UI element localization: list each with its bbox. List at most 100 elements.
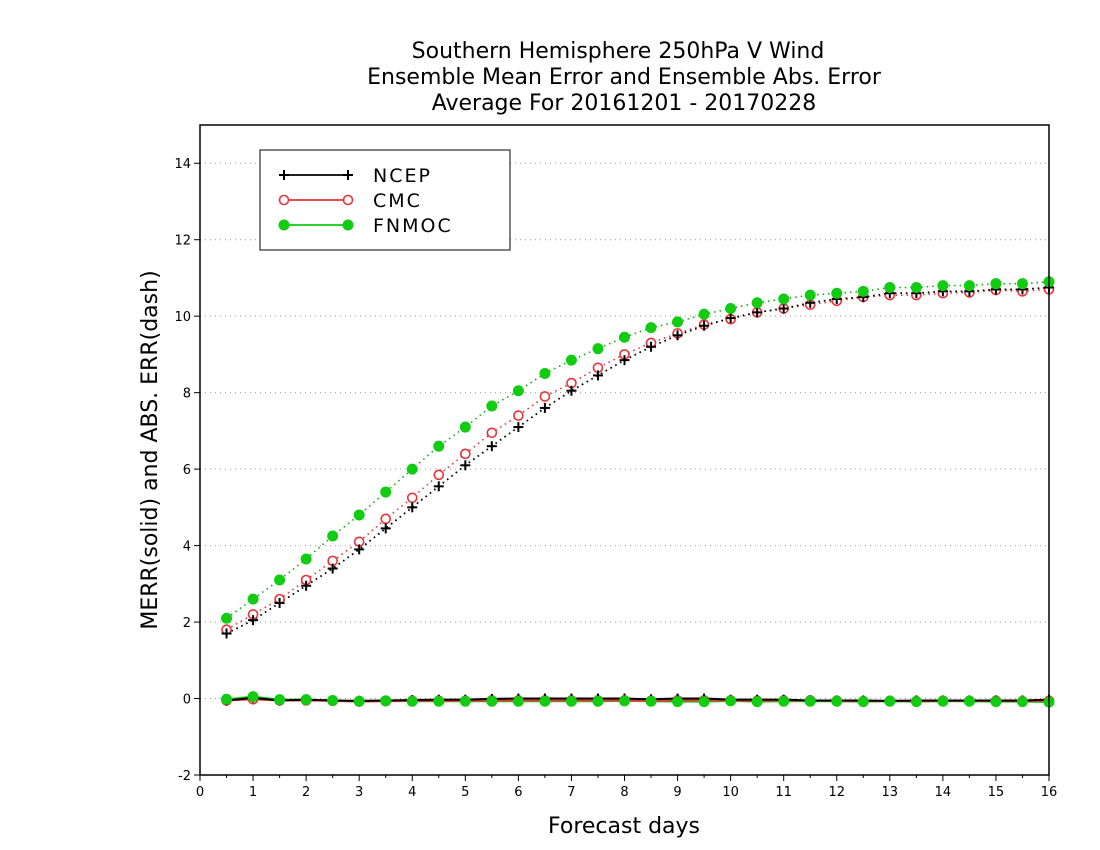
point-abs-cmc bbox=[433, 469, 445, 481]
point-abs-fnmoc bbox=[751, 297, 763, 309]
y-tick-label: 14 bbox=[174, 157, 191, 172]
point-abs-fnmoc bbox=[937, 280, 949, 292]
point-merr-fnmoc bbox=[406, 695, 418, 707]
series-line-abs-fnmoc bbox=[226, 280, 1050, 619]
point-abs-fnmoc bbox=[406, 463, 418, 475]
point-abs-fnmoc bbox=[327, 530, 339, 542]
point-abs-ncep bbox=[274, 597, 285, 608]
point-abs-ncep bbox=[566, 385, 577, 396]
point-merr-fnmoc bbox=[910, 696, 922, 708]
point-abs-fnmoc bbox=[672, 316, 684, 328]
point-merr-fnmoc bbox=[1016, 696, 1028, 708]
y-tick-label: 10 bbox=[174, 310, 191, 325]
point-merr-fnmoc bbox=[963, 695, 975, 707]
point-merr-fnmoc bbox=[592, 695, 604, 707]
point-abs-ncep bbox=[672, 330, 683, 341]
point-abs-ncep bbox=[699, 320, 710, 331]
legend-marker bbox=[343, 170, 353, 180]
point-merr-fnmoc bbox=[459, 695, 471, 707]
x-tick-label: 5 bbox=[461, 785, 469, 800]
point-merr-fnmoc bbox=[645, 695, 657, 707]
point-abs-ncep bbox=[433, 481, 444, 492]
point-abs-cmc bbox=[539, 391, 551, 402]
title-line-1: Southern Hemisphere 250hPa V Wind bbox=[412, 39, 825, 64]
x-tick-label: 1 bbox=[249, 785, 257, 800]
point-abs-ncep bbox=[486, 441, 497, 452]
point-abs-ncep bbox=[752, 307, 763, 318]
legend: NCEP CMC FNMOC bbox=[259, 149, 511, 251]
point-merr-fnmoc bbox=[486, 695, 498, 707]
point-merr-fnmoc bbox=[247, 691, 259, 703]
point-abs-fnmoc bbox=[725, 303, 737, 315]
point-abs-ncep bbox=[354, 544, 365, 555]
point-merr-fnmoc bbox=[698, 696, 710, 708]
x-tick-label: 7 bbox=[567, 785, 575, 800]
point-merr-fnmoc bbox=[857, 696, 869, 708]
point-abs-fnmoc bbox=[698, 308, 710, 320]
point-abs-ncep bbox=[248, 615, 259, 626]
x-tick-label: 6 bbox=[514, 785, 522, 800]
point-merr-fnmoc bbox=[327, 694, 339, 706]
point-abs-fnmoc bbox=[300, 553, 312, 565]
legend-marker bbox=[279, 170, 289, 180]
point-abs-fnmoc bbox=[1016, 278, 1028, 290]
point-merr-fnmoc bbox=[884, 695, 896, 707]
point-merr-fnmoc bbox=[778, 695, 790, 707]
point-abs-ncep bbox=[301, 580, 312, 591]
point-abs-ncep bbox=[327, 563, 338, 574]
legend-label: FNMOC bbox=[373, 215, 453, 237]
x-tick-label: 3 bbox=[355, 785, 363, 800]
point-abs-fnmoc bbox=[857, 285, 869, 297]
point-abs-fnmoc bbox=[990, 278, 1002, 290]
point-merr-fnmoc bbox=[672, 696, 684, 708]
x-tick-label: 2 bbox=[302, 785, 310, 800]
legend-label: NCEP bbox=[373, 165, 432, 187]
point-abs-fnmoc bbox=[778, 293, 790, 305]
x-tick-label: 10 bbox=[722, 785, 739, 800]
point-abs-fnmoc bbox=[831, 287, 843, 299]
x-axis-label: Forecast days bbox=[548, 814, 700, 839]
point-merr-fnmoc bbox=[725, 695, 737, 707]
point-abs-cmc bbox=[486, 427, 498, 439]
x-tick-label: 11 bbox=[775, 785, 792, 800]
y-tick-label: 0 bbox=[183, 693, 191, 708]
x-tick-label: 0 bbox=[196, 785, 204, 800]
point-merr-fnmoc bbox=[831, 695, 843, 707]
point-abs-ncep bbox=[460, 460, 471, 471]
legend-marker bbox=[342, 219, 354, 231]
y-tick-label: 8 bbox=[183, 387, 191, 402]
point-abs-ncep bbox=[407, 502, 418, 513]
x-tick-label: 16 bbox=[1041, 785, 1058, 800]
x-tick-label: 13 bbox=[882, 785, 899, 800]
x-tick-label: 9 bbox=[673, 785, 681, 800]
point-abs-fnmoc bbox=[619, 331, 630, 343]
point-abs-ncep bbox=[592, 370, 603, 381]
grid bbox=[200, 162, 1049, 776]
point-merr-fnmoc bbox=[937, 695, 949, 707]
title-line-3: Average For 20161201 - 20170228 bbox=[432, 91, 817, 116]
legend-item-cmc: CMC bbox=[278, 190, 420, 212]
point-merr-fnmoc bbox=[353, 695, 365, 707]
point-abs-cmc bbox=[460, 448, 471, 460]
point-abs-ncep bbox=[778, 303, 789, 314]
point-abs-fnmoc bbox=[592, 343, 604, 355]
point-abs-ncep bbox=[539, 402, 550, 413]
x-tick-label: 15 bbox=[988, 785, 1005, 800]
point-abs-fnmoc bbox=[884, 282, 896, 293]
point-abs-ncep bbox=[513, 422, 524, 433]
legend-marker bbox=[342, 194, 354, 206]
point-abs-cmc bbox=[406, 492, 418, 504]
chart-title: Southern Hemisphere 250hPa V Wind Ensemb… bbox=[367, 39, 882, 116]
x-axis: 0 1 2 3 4 5 6 7 8 9 10 11 12 13 14 15 16 bbox=[196, 775, 1057, 800]
point-merr-fnmoc bbox=[512, 695, 524, 707]
x-tick-label: 8 bbox=[620, 785, 628, 800]
title-line-2: Ensemble Mean Error and Ensemble Abs. Er… bbox=[367, 65, 882, 90]
y-tick-label: 2 bbox=[183, 616, 191, 631]
y-axis: -2 0 2 4 6 8 10 12 14 bbox=[174, 157, 200, 784]
point-abs-fnmoc bbox=[221, 612, 233, 624]
point-abs-fnmoc bbox=[910, 282, 922, 293]
series-line-abs-cmc bbox=[226, 288, 1050, 631]
point-merr-fnmoc bbox=[380, 695, 392, 707]
legend-marker bbox=[278, 219, 290, 231]
